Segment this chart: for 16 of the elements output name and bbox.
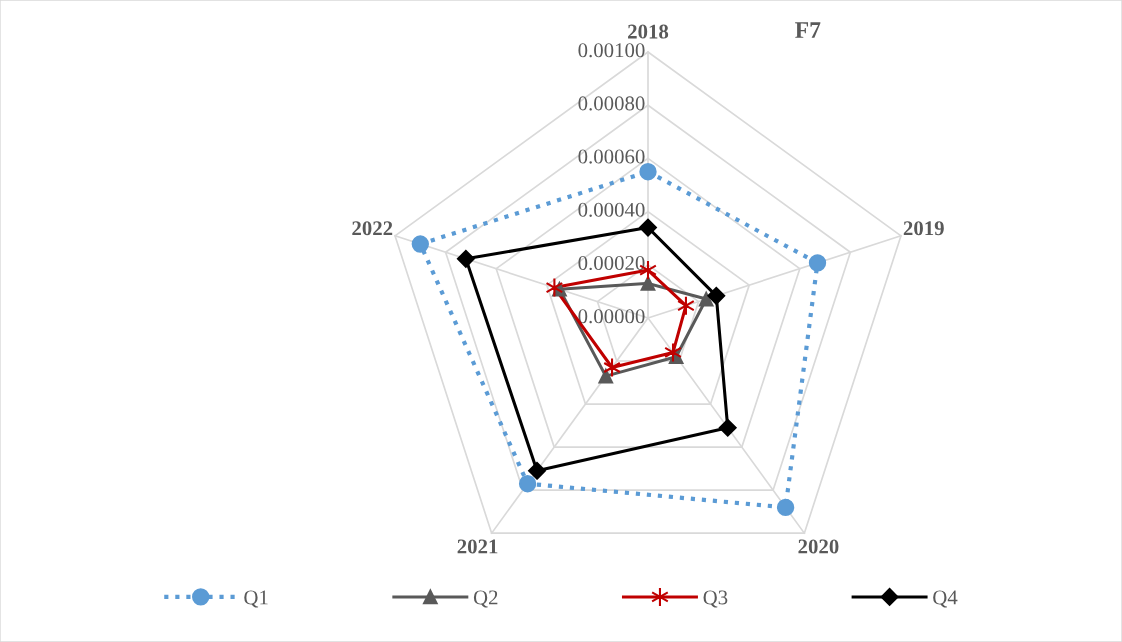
legend-label: Q3 bbox=[703, 590, 728, 608]
spoke-label: 2021 bbox=[457, 539, 498, 554]
chart-title: F7 bbox=[795, 22, 821, 38]
legend-label: Q1 bbox=[244, 590, 268, 608]
spoke-label: 2020 bbox=[798, 539, 839, 554]
y-tick-label: 0.00080 bbox=[578, 96, 645, 111]
spoke-label: 2019 bbox=[903, 221, 944, 236]
y-tick-label: 0.00020 bbox=[578, 255, 645, 271]
y-tick-label: 0.00000 bbox=[578, 309, 645, 324]
legend-label: Q2 bbox=[473, 590, 498, 608]
spoke-label: 2018 bbox=[628, 24, 669, 39]
y-tick-label: 0.00040 bbox=[578, 202, 645, 217]
y-tick-label: 0.00060 bbox=[578, 149, 645, 164]
y-tick-label: 0.00100 bbox=[578, 43, 645, 58]
legend-label: Q4 bbox=[933, 590, 958, 608]
spoke-label: 2022 bbox=[352, 221, 393, 236]
